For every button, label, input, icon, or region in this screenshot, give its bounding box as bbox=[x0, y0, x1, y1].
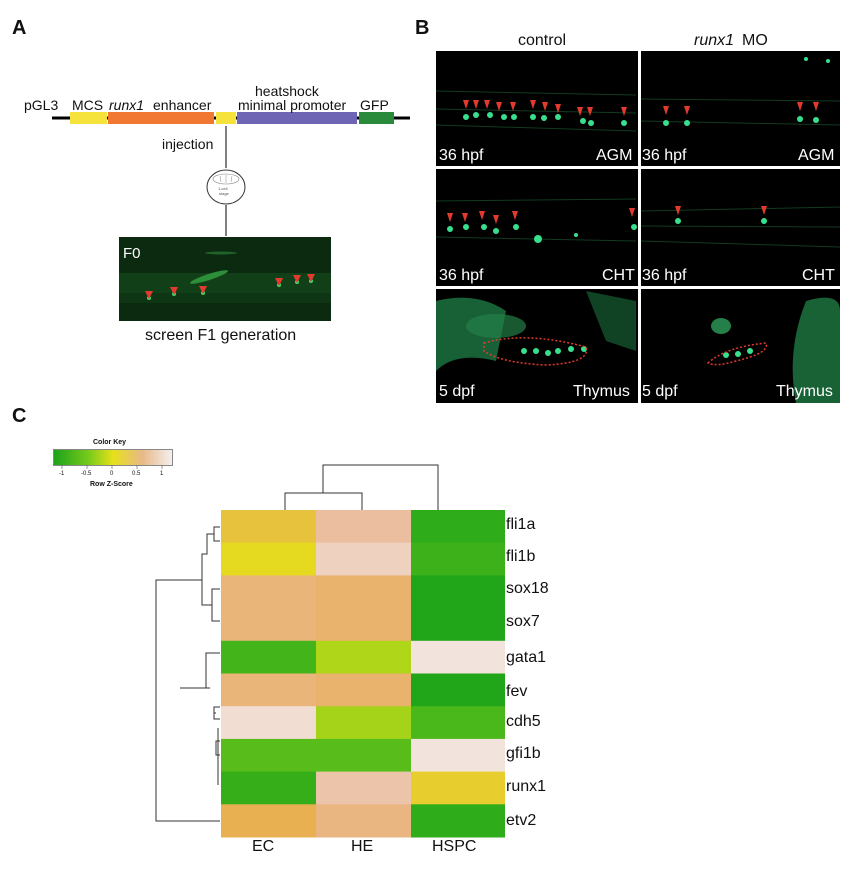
enhancer-word-label: enhancer bbox=[153, 97, 212, 113]
heatmap-cell bbox=[316, 640, 411, 674]
column-dendrogram bbox=[284, 464, 439, 510]
promoter-segment bbox=[237, 112, 357, 124]
heatmap-cell bbox=[411, 673, 505, 707]
row2-stage-left: 36 hpf bbox=[439, 267, 484, 284]
heatmap-cell bbox=[221, 575, 316, 609]
heatmap-cell bbox=[411, 640, 505, 674]
color-key-title: Color Key bbox=[93, 439, 127, 446]
heatmap-cell bbox=[411, 542, 505, 576]
heatmap-row-label: fev bbox=[506, 683, 528, 700]
heatmap-cell bbox=[316, 608, 411, 642]
panel-c-label: C bbox=[12, 405, 27, 427]
heatmap-cell bbox=[316, 706, 411, 740]
heatmap-row-label: gfi1b bbox=[506, 745, 541, 762]
heatmap-cell bbox=[411, 706, 505, 740]
row1-region-right: AGM bbox=[798, 147, 835, 164]
heatmap-cell bbox=[221, 542, 316, 576]
embryo-icon bbox=[206, 169, 246, 205]
heatmap-cell bbox=[411, 738, 505, 773]
heatmap-cell bbox=[221, 738, 316, 773]
row1-stage-right: 36 hpf bbox=[642, 147, 687, 164]
heatmap-cell bbox=[221, 706, 316, 740]
row3-stage-left: 5 dpf bbox=[439, 383, 475, 400]
gfp-label: GFP bbox=[360, 97, 389, 113]
f0-tag: F0 bbox=[123, 245, 141, 262]
heatmap-row-label: sox18 bbox=[506, 580, 549, 597]
heatmap-cell bbox=[221, 771, 316, 805]
enhancer-gene-label: runx1 bbox=[109, 97, 145, 113]
color-key-tick: 0.5 bbox=[132, 471, 141, 477]
heatmap-cell bbox=[316, 542, 411, 576]
mcs-label: MCS bbox=[72, 97, 104, 113]
micrograph-grid: 36 hpf AGM 36 hpf AGM 36 hpf CHT 36 hpf … bbox=[436, 51, 840, 403]
heatmap-row-label: sox7 bbox=[506, 613, 540, 630]
row2-region-left: CHT bbox=[602, 267, 635, 284]
heatmap-cell bbox=[411, 771, 505, 805]
micrograph-art bbox=[436, 57, 840, 403]
heatmap-row-label: runx1 bbox=[506, 778, 547, 795]
color-key-tick: 0 bbox=[110, 471, 114, 477]
spacer-segment bbox=[216, 112, 236, 124]
heatmap bbox=[221, 510, 505, 838]
heatmap-cell bbox=[316, 575, 411, 609]
heatmap-col-label: HSPC bbox=[432, 838, 477, 855]
heatmap-cell bbox=[221, 608, 316, 642]
col-mo-suffix-label: MO bbox=[742, 32, 768, 49]
mcs-segment bbox=[70, 112, 107, 124]
dendrograms bbox=[155, 464, 439, 822]
col-control-label: control bbox=[518, 32, 567, 49]
heatmap-cell bbox=[221, 640, 316, 674]
promoter-label-2: minimal promoter bbox=[238, 97, 347, 113]
color-key: Color Key -1 -0.5 0 0.5 1 Row Z-Score bbox=[53, 438, 175, 500]
color-key-xlabel: Row Z-Score bbox=[90, 481, 133, 488]
f0-fish-image: F0 bbox=[119, 237, 331, 321]
heatmap-row-label: gata1 bbox=[506, 649, 547, 666]
heatmap-row-label: fli1b bbox=[506, 548, 536, 565]
construct-diagram bbox=[52, 112, 410, 236]
heatmap-cell bbox=[411, 575, 505, 609]
heatmap-cell bbox=[316, 771, 411, 805]
heatmap-row-label: fli1a bbox=[506, 516, 536, 533]
row3-region-left: Thymus bbox=[573, 383, 630, 400]
color-key-tick: -1 bbox=[59, 471, 65, 477]
gfp-segment bbox=[359, 112, 394, 124]
heatmap-row-label: cdh5 bbox=[506, 713, 541, 730]
heatmap-col-label: EC bbox=[252, 838, 275, 855]
row2-region-right: CHT bbox=[802, 267, 835, 284]
injection-label: injection bbox=[162, 136, 214, 152]
row1-stage-left: 36 hpf bbox=[439, 147, 484, 164]
row3-region-right: Thymus bbox=[776, 383, 833, 400]
row3-stage-right: 5 dpf bbox=[642, 383, 678, 400]
embryo-text-1: 1-cell bbox=[218, 186, 228, 191]
panel-b-label: B bbox=[415, 17, 430, 39]
heatmap-cell bbox=[411, 510, 505, 544]
row1-region-left: AGM bbox=[596, 147, 633, 164]
vector-label: pGL3 bbox=[24, 97, 59, 113]
heatmap-cell bbox=[316, 673, 411, 707]
color-key-tick: -0.5 bbox=[81, 471, 92, 477]
heatmap-cell bbox=[221, 510, 316, 544]
panel-a-label: A bbox=[12, 17, 27, 39]
embryo-text-2: stage bbox=[219, 191, 229, 196]
color-key-bar bbox=[53, 449, 173, 466]
color-key-tick: 1 bbox=[160, 471, 164, 477]
heatmap-cell bbox=[316, 804, 411, 838]
enhancer-segment bbox=[108, 112, 214, 124]
heatmap-col-label: HE bbox=[351, 838, 374, 855]
heatmap-row-label: etv2 bbox=[506, 812, 537, 829]
screen-caption: screen F1 generation bbox=[145, 327, 297, 344]
col-mo-gene-label: runx1 bbox=[694, 32, 735, 49]
heatmap-cell bbox=[316, 738, 411, 773]
row2-stage-right: 36 hpf bbox=[642, 267, 687, 284]
heatmap-cell bbox=[316, 510, 411, 544]
heatmap-cell bbox=[411, 608, 505, 642]
heatmap-cell bbox=[221, 804, 316, 838]
heatmap-cell bbox=[411, 804, 505, 838]
heatmap-cell bbox=[221, 673, 316, 707]
row-dendrogram bbox=[155, 526, 220, 822]
promoter-label-1: heatshock bbox=[255, 83, 319, 99]
